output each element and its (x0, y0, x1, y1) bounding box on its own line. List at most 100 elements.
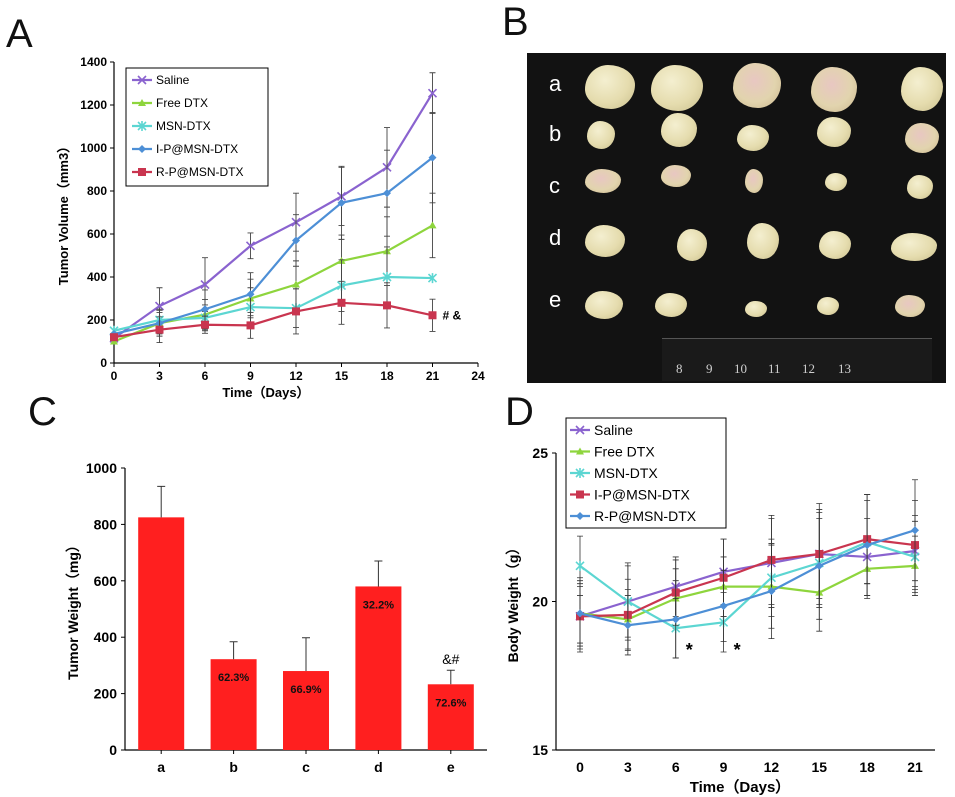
tumor-sample (677, 229, 707, 261)
legend-box (565, 417, 727, 529)
tumor-sample (891, 233, 937, 261)
y-tick-label: 15 (532, 742, 548, 758)
data-point-marker (575, 468, 585, 478)
y-tick-label: 0 (109, 742, 117, 758)
data-point-marker (427, 88, 438, 98)
legend-label: I-P@MSN-DTX (594, 487, 691, 503)
data-point-marker (575, 425, 585, 435)
error-bar (157, 485, 166, 518)
data-point-marker (576, 447, 584, 455)
tumor-sample (655, 293, 687, 317)
tumor-sample (907, 175, 933, 199)
data-point-marker (815, 561, 824, 570)
panel-label-b: B (502, 0, 529, 44)
y-tick-label: 200 (94, 686, 118, 702)
data-point-marker (246, 321, 255, 330)
data-point-marker (428, 221, 437, 229)
y-axis-label: Tumor Volume（mm3） (56, 140, 71, 285)
annotation: * (686, 640, 693, 660)
x-tick-label: 12 (764, 759, 780, 775)
data-point-marker (383, 189, 391, 198)
tumor-sample (661, 113, 697, 147)
tumor-sample (651, 65, 703, 111)
y-tick-label: 1000 (86, 460, 117, 476)
tumor-sample (895, 295, 925, 317)
data-point-marker (428, 311, 437, 320)
bar-label: 62.3% (218, 672, 249, 684)
series-line (113, 92, 434, 340)
x-tick-label: 15 (335, 369, 349, 383)
legend-label: MSN-DTX (594, 465, 658, 481)
data-point-marker (154, 301, 165, 311)
ruler-number: 12 (802, 361, 815, 376)
data-point-marker (201, 305, 209, 314)
x-axis-label: Time（Days） (690, 778, 791, 796)
x-tick-label: 0 (576, 759, 584, 775)
x-tick-label: 18 (380, 369, 394, 383)
ruler-number: 13 (838, 361, 851, 376)
series-line (113, 156, 434, 336)
y-tick-label: 20 (532, 594, 548, 610)
data-point-marker (623, 621, 632, 630)
data-point-marker (427, 273, 438, 284)
y-axis-label: Tumor Weight（mg） (65, 538, 81, 680)
data-point-marker (767, 587, 776, 596)
annotation: * (734, 640, 741, 660)
series-line (113, 301, 433, 339)
y-tick-label: 1400 (80, 55, 107, 69)
ruler: 8 9 10 11 12 13 (662, 338, 932, 381)
legend-label: Saline (594, 422, 633, 438)
legend-label: MSN-DTX (156, 119, 211, 133)
tumor-sample (585, 65, 635, 109)
x-tick-label: 3 (624, 759, 632, 775)
photo-row-label: e (549, 287, 562, 312)
y-tick-label: 1200 (80, 98, 107, 112)
y-tick-label: 400 (87, 270, 107, 284)
data-point-marker (137, 75, 147, 85)
tumor-sample (745, 169, 763, 193)
series-line (579, 538, 916, 618)
data-point-marker (138, 168, 146, 176)
series-line (579, 529, 916, 627)
data-point-marker (863, 541, 872, 550)
data-point-marker (245, 241, 256, 251)
data-point-marker (138, 145, 146, 153)
annotation: &# (442, 651, 459, 667)
data-point-marker (575, 560, 585, 571)
x-tick-label: b (229, 759, 238, 775)
panel-label-d: D (505, 390, 534, 434)
tumor-sample (825, 173, 847, 191)
data-point-marker (110, 333, 118, 342)
x-tick-label: 24 (471, 369, 485, 383)
tumor-volume-chart: 0 200 400 600 800 1000 1200 1400 0 3 6 9 12 15 18 21 24 T… (56, 55, 485, 400)
data-point-marker (719, 601, 728, 610)
bar-label: 32.2% (363, 599, 394, 611)
tumor-sample (901, 67, 943, 111)
photo-row-label: a (549, 71, 562, 96)
legend-label: R-P@MSN-DTX (594, 508, 697, 524)
tumor-sample (585, 291, 623, 319)
data-point-marker (138, 99, 146, 106)
x-tick-label: 18 (859, 759, 875, 775)
data-point-marker (337, 298, 346, 307)
data-point-marker (382, 272, 392, 282)
legend-label: I-P@MSN-DTX (156, 142, 238, 156)
ruler-number: 8 (676, 361, 683, 376)
photo-row-label: d (549, 225, 562, 250)
x-tick-label: 21 (426, 369, 440, 383)
data-point-marker (428, 153, 437, 162)
x-tick-label: 6 (202, 369, 209, 383)
tumor-sample (733, 63, 781, 108)
legend-label: R-P@MSN-DTX (156, 165, 244, 179)
legend-label: Free DTX (156, 96, 208, 110)
error-bar (374, 560, 383, 587)
tumor-photo: a b c d e 8 9 10 11 12 13 (527, 53, 946, 383)
bar (138, 517, 185, 750)
data-point-marker (292, 307, 300, 316)
tumor-sample (747, 223, 779, 259)
tumor-sample (817, 297, 839, 315)
series-line (579, 549, 916, 618)
tumor-sample (661, 165, 691, 187)
bar (427, 684, 474, 750)
